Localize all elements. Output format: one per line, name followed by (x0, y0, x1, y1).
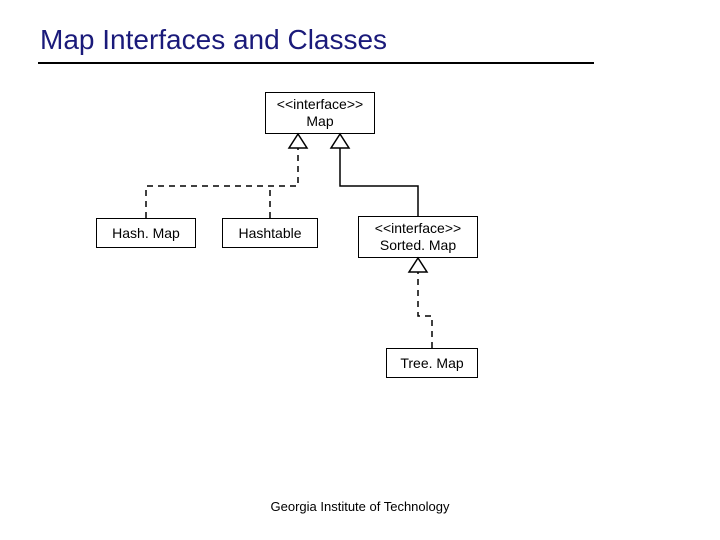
node-treemap: Tree. Map (386, 348, 478, 378)
node-label: Tree. Map (400, 355, 463, 372)
edge-sortedmap-to-map (340, 148, 418, 216)
node-label: Map (306, 113, 333, 130)
footer-text: Georgia Institute of Technology (0, 499, 720, 514)
edges-layer (0, 0, 720, 540)
node-stereotype: <<interface>> (277, 96, 363, 113)
node-hashmap: Hash. Map (96, 218, 196, 248)
arrowhead-to-map-right (331, 134, 349, 148)
arrowhead-to-map-left (289, 134, 307, 148)
node-sortedmap: <<interface>> Sorted. Map (358, 216, 478, 258)
arrowhead-to-sortedmap (409, 258, 427, 272)
node-hashtable: Hashtable (222, 218, 318, 248)
node-map: <<interface>> Map (265, 92, 375, 134)
node-label: Hash. Map (112, 225, 180, 242)
title-underline (38, 62, 594, 64)
page-title: Map Interfaces and Classes (40, 24, 387, 56)
edge-hashmap-to-map (146, 148, 298, 218)
node-label: Sorted. Map (380, 237, 456, 254)
edge-treemap-to-sortedmap (418, 272, 432, 348)
node-label: Hashtable (238, 225, 301, 242)
node-stereotype: <<interface>> (375, 220, 461, 237)
